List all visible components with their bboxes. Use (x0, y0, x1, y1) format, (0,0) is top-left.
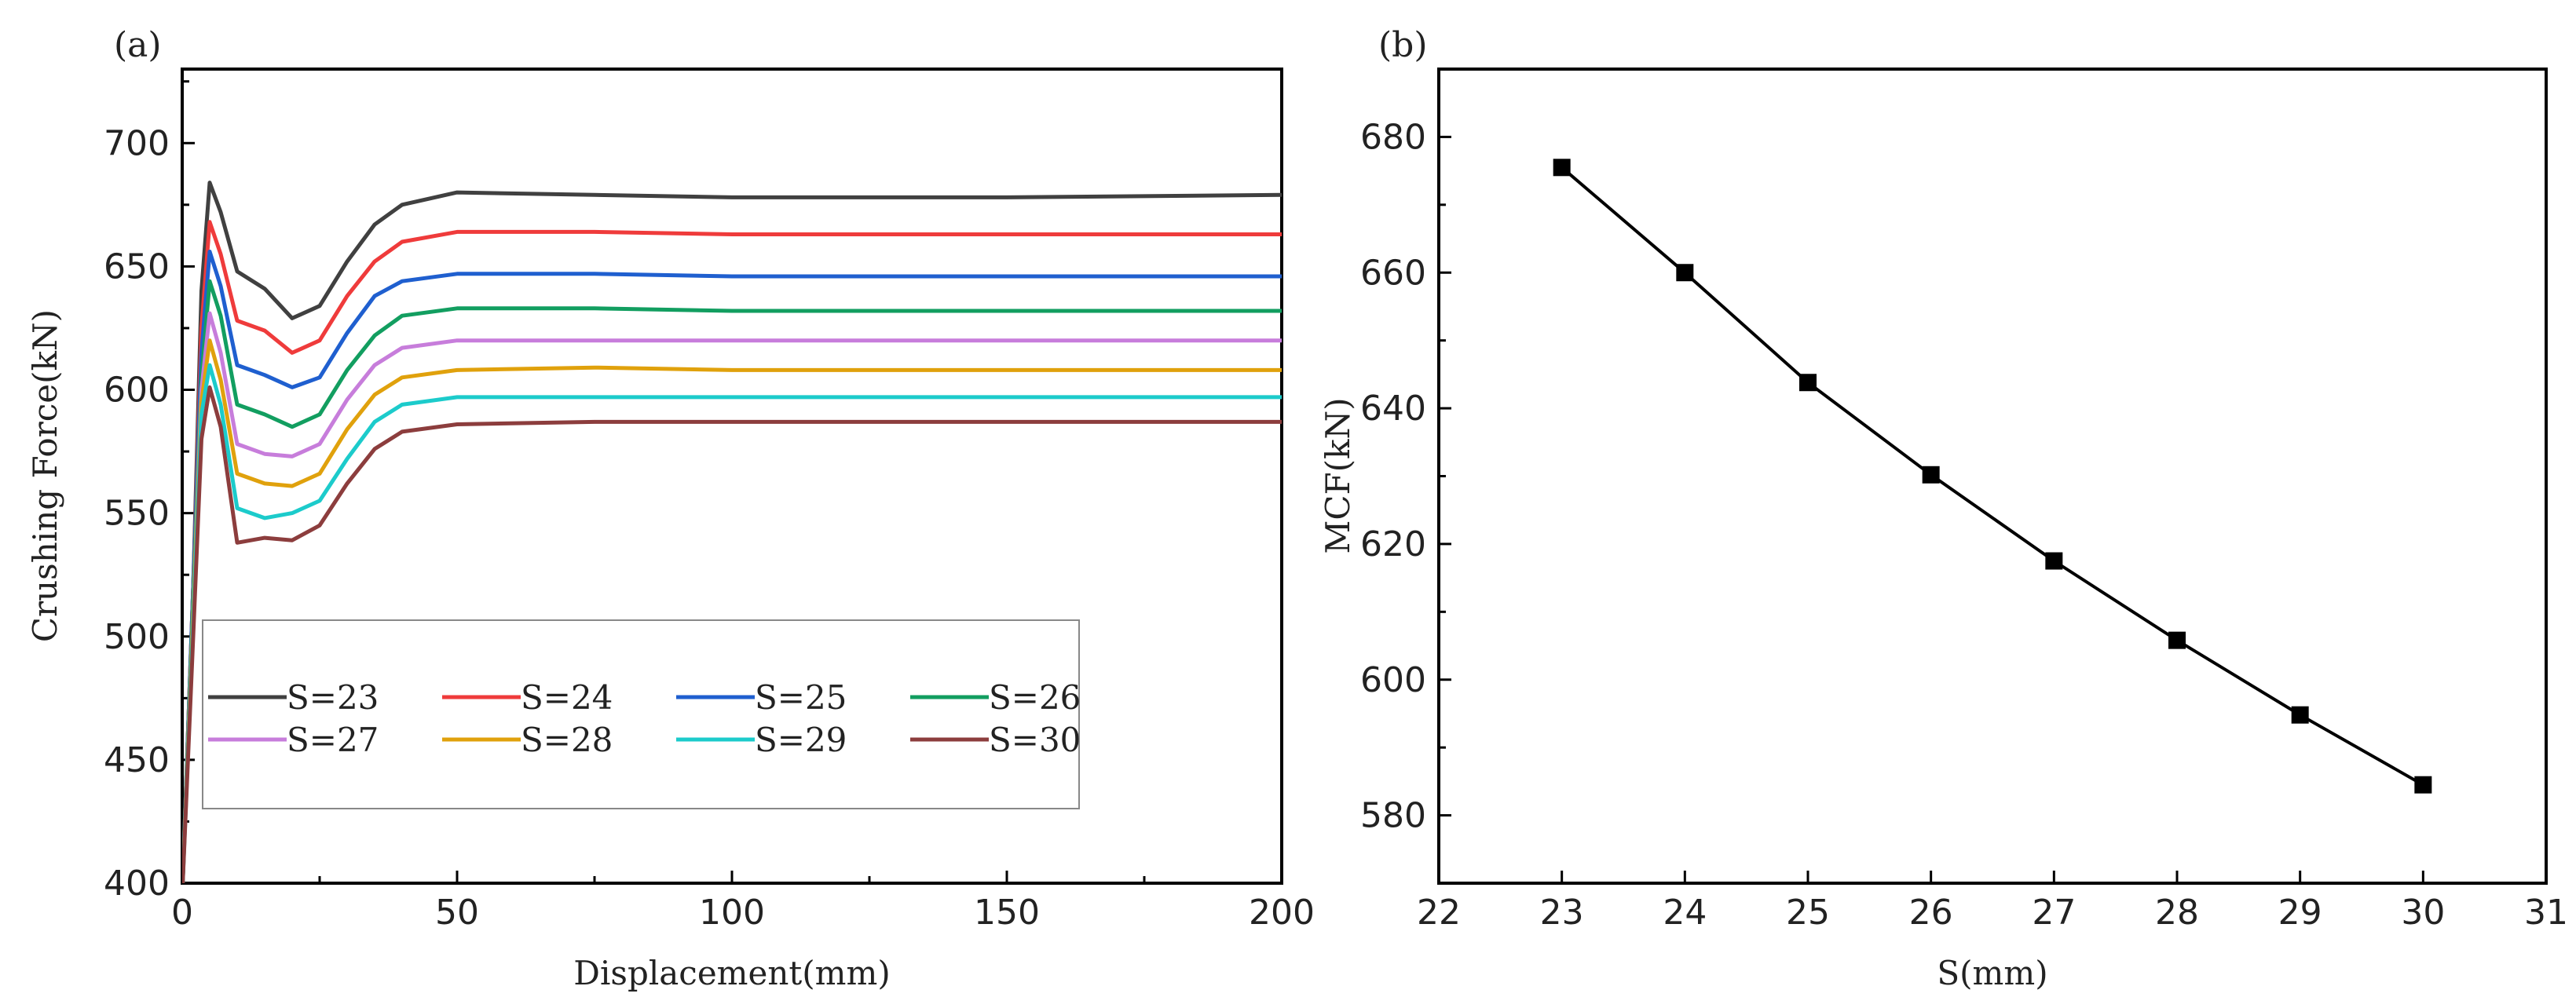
series-line-S=30 (182, 385, 1282, 883)
x-tick-label: 27 (2032, 893, 2076, 933)
y-tick-label: 580 (1360, 796, 1426, 836)
x-tick-label: 25 (1786, 893, 1830, 933)
x-tick-label: 150 (974, 893, 1040, 933)
panel-a-legend: S=23 S=24 S=25 S=26 S=27 S=28 S=29 S=30 (202, 619, 1081, 809)
x-tick-label: 28 (2155, 893, 2199, 933)
x-tick-label: 200 (1249, 893, 1315, 933)
series-line-S=28 (182, 338, 1282, 883)
legend-label: S=30 (989, 721, 1081, 759)
legend-box (202, 619, 1080, 809)
legend-label: S=24 (521, 678, 613, 717)
series-line-S=29 (182, 363, 1282, 883)
panel-b: (b) 22 23 24 25 26 27 28 29 30 31 580 600 620 640 660 6… (1319, 25, 2568, 992)
legend-label: S=29 (755, 721, 847, 759)
y-tick-label: 700 (104, 123, 170, 163)
panel-a: (a) 0 50 100 150 200 400 450 500 550 600 650 700 Di… (26, 25, 1315, 992)
y-tick-label: 680 (1360, 117, 1426, 157)
y-tick-label: 500 (104, 617, 170, 657)
y-tick-label: 620 (1360, 524, 1426, 564)
series-line-S=27 (182, 311, 1282, 883)
panel-b-label: (b) (1378, 25, 1428, 65)
y-tick-label: 660 (1360, 253, 1426, 293)
x-tick-label: 30 (2401, 893, 2445, 933)
y-tick-label: 400 (104, 864, 170, 904)
y-tick-label: 640 (1360, 389, 1426, 429)
panel-b-x-axis-title: S(mm) (1937, 954, 2047, 992)
y-tick-label: 600 (1360, 660, 1426, 700)
x-tick-label: 50 (435, 893, 479, 933)
y-tick-label: 450 (104, 740, 170, 780)
panel-a-ticks: 0 50 100 150 200 400 450 500 550 600 650 700 (104, 80, 1315, 933)
y-tick-label: 650 (104, 247, 170, 287)
legend-label: S=25 (755, 678, 847, 717)
x-tick-label: 29 (2278, 893, 2322, 933)
legend-label: S=23 (287, 678, 379, 717)
series-line-S=23 (182, 181, 1282, 883)
legend-label: S=26 (989, 678, 1081, 717)
panel-a-series-group (182, 181, 1282, 883)
data-point (1676, 264, 1694, 282)
y-tick-label: 550 (104, 494, 170, 534)
data-point (2045, 552, 2063, 570)
x-tick-label: 22 (1417, 893, 1461, 933)
series-line-S=24 (182, 220, 1282, 883)
data-point (1922, 466, 1940, 484)
series-line-S=26 (182, 279, 1282, 883)
data-point (1799, 374, 1817, 392)
x-tick-label: 100 (699, 893, 765, 933)
x-tick-label: 0 (171, 893, 193, 933)
data-point (2168, 631, 2186, 649)
legend-label: S=27 (287, 721, 379, 759)
series-line-S=25 (182, 250, 1282, 883)
x-tick-label: 26 (1909, 893, 1953, 933)
x-tick-label: 23 (1540, 893, 1584, 933)
panel-a-x-axis-title: Displacement(mm) (573, 954, 890, 992)
legend-label: S=28 (521, 721, 613, 759)
panel-a-series (182, 181, 1282, 883)
x-tick-label: 24 (1663, 893, 1707, 933)
data-point (2291, 706, 2309, 724)
panel-b-ticks: 22 23 24 25 26 27 28 29 30 31 580 600 620 640 660 680 (1360, 117, 2568, 933)
panel-a-y-axis-title: Crushing Force(kN) (26, 309, 64, 642)
series-line-mcf (1561, 166, 2424, 787)
panel-b-y-axis-title: MCF(kN) (1319, 397, 1357, 553)
data-point (1553, 159, 1571, 177)
x-tick-label: 31 (2524, 893, 2568, 933)
panel-b-series (1553, 159, 2432, 794)
data-point (2414, 776, 2432, 794)
y-tick-label: 600 (104, 371, 170, 411)
panel-a-label: (a) (114, 25, 162, 65)
